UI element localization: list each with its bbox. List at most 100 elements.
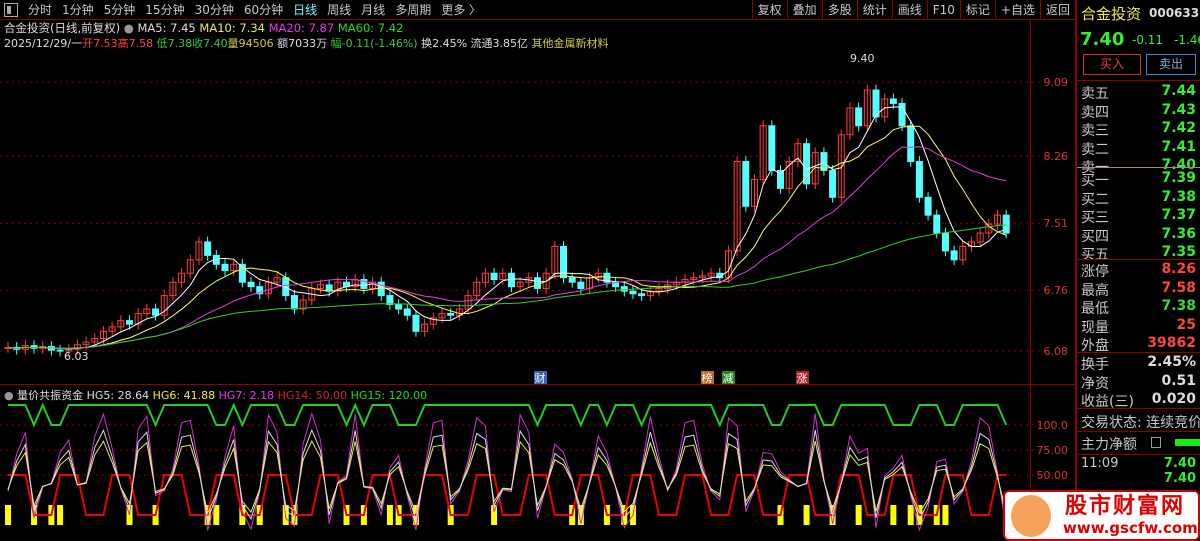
float-cap: 流通3.85亿 [470, 37, 529, 50]
candle [716, 272, 724, 279]
low-price-label: 6.03 [64, 350, 89, 363]
price-change: -0.11 [1132, 33, 1164, 47]
row-label: 买二 [1081, 191, 1109, 208]
period-tab[interactable]: 5分钟 [103, 3, 136, 17]
row-value: 7.39 [1161, 170, 1196, 186]
candle [941, 232, 949, 252]
price-tick-label: 6.76 [1044, 284, 1069, 297]
ma60-value: MA60: 7.42 [337, 21, 404, 35]
signal-bar [5, 505, 11, 525]
change: 幅-0.11(-1.46%) [330, 37, 418, 50]
quote-row: 卖四 7.43 [1081, 102, 1200, 121]
event-label: 榜 [702, 371, 713, 385]
candle [186, 259, 194, 274]
candle [256, 286, 264, 295]
row-label: 买三 [1081, 210, 1109, 226]
candle [803, 143, 811, 185]
indicator-tick-label: 50.00 [1037, 469, 1069, 482]
candle [829, 169, 837, 198]
candle [976, 232, 984, 243]
candle [438, 312, 446, 319]
toolbar-button[interactable]: 画线 [891, 0, 927, 20]
open: 开7.53 [82, 37, 118, 50]
toolbar-button[interactable]: 标记 [959, 0, 995, 20]
candle [56, 349, 64, 352]
toolbar-button[interactable]: +自选 [994, 0, 1040, 20]
candle [117, 320, 125, 328]
period-tab[interactable]: 30分钟 [194, 3, 234, 17]
period-tab[interactable]: 1分钟 [62, 3, 94, 17]
period-tab[interactable]: 更多 〉 [441, 3, 482, 17]
amount: 额7033万 [277, 37, 328, 50]
toolbar-button[interactable]: 多股 [821, 0, 857, 20]
stock-name: 合金投资 [1081, 5, 1142, 23]
candle [907, 125, 915, 163]
watermark-url: www.gscfw.com [1063, 519, 1198, 537]
toolbar-button[interactable]: F10 [926, 0, 960, 20]
dropdown-icon[interactable]: ● [123, 21, 134, 35]
list-icon[interactable] [1151, 437, 1161, 448]
tick-time: 11:09 [1081, 456, 1119, 471]
period-tab[interactable]: 15分钟 [145, 3, 185, 17]
sell-button[interactable]: 卖出 [1146, 54, 1196, 75]
row-label: 净资 [1081, 375, 1109, 392]
row-value: 7.38 [1161, 298, 1196, 314]
tick-price: 7.40 [1163, 456, 1196, 471]
row-value: 7.43 [1161, 101, 1196, 118]
period-tab[interactable]: 多周期 [395, 3, 432, 17]
row-label: 卖五 [1081, 86, 1109, 102]
buy-button[interactable]: 买入 [1083, 54, 1141, 75]
candle [750, 178, 758, 207]
hg15-line [8, 402, 1008, 428]
candle [221, 263, 229, 272]
hg14-line [8, 474, 1007, 516]
toolbar-button[interactable]: 叠加 [786, 0, 822, 20]
toolbar-button[interactable]: 返回 [1039, 0, 1075, 20]
tick-row: 7.40 [1081, 471, 1200, 486]
toolbar-button[interactable]: 复权 [751, 0, 787, 20]
stock-code: 000633 [1149, 6, 1200, 20]
candle [733, 161, 741, 252]
candle [777, 169, 785, 189]
candle [73, 344, 81, 350]
candle [247, 281, 255, 288]
panel-toggle-icon[interactable] [4, 2, 18, 17]
row-label: 买四 [1081, 228, 1109, 245]
row-label: 最低 [1081, 301, 1109, 317]
candle [603, 272, 611, 283]
candle [933, 214, 941, 234]
period-tab[interactable]: 60分钟 [243, 3, 284, 17]
ma20-line [7, 146, 1007, 349]
row-value: 2.45% [1147, 354, 1196, 370]
row-value: 7.42 [1161, 120, 1196, 136]
date: 2025/12/29/一 [4, 37, 83, 50]
high: 高7.58 [117, 37, 154, 50]
candle [707, 272, 715, 277]
candle [230, 263, 238, 272]
row-value: 7.58 [1161, 279, 1196, 296]
period-tab[interactable]: 日线 [293, 3, 318, 17]
candle [594, 272, 602, 279]
row-value: 7.44 [1161, 83, 1196, 99]
period-tab[interactable]: 分时 [28, 3, 53, 17]
row-value: 39862 [1147, 335, 1196, 351]
price-tick-label: 9.09 [1044, 76, 1069, 89]
candle [447, 312, 455, 316]
quote-row: 现量 25 [1081, 317, 1200, 336]
candle [473, 281, 481, 297]
candle [316, 284, 324, 289]
ma5-line [7, 106, 1007, 350]
signal-bar [803, 505, 810, 525]
kline-chart[interactable]: 9.09 8.26 7.51 6.76 6.08 9.40 6.03 财 榜减 涨 100.0 75.… [0, 50, 1075, 541]
dropdown-icon[interactable]: ● [4, 389, 14, 402]
toolbar-button[interactable]: 统计 [856, 0, 892, 20]
candle [30, 345, 38, 349]
candle [577, 281, 585, 289]
period-tab[interactable]: 月线 [361, 3, 386, 17]
candle [334, 281, 342, 292]
hg5-line [7, 428, 1007, 522]
period-tab[interactable]: 周线 [327, 3, 352, 17]
candle [481, 272, 489, 283]
last-price: 7.40 [1080, 29, 1125, 50]
sector: 其他金属新材料 [531, 37, 609, 50]
